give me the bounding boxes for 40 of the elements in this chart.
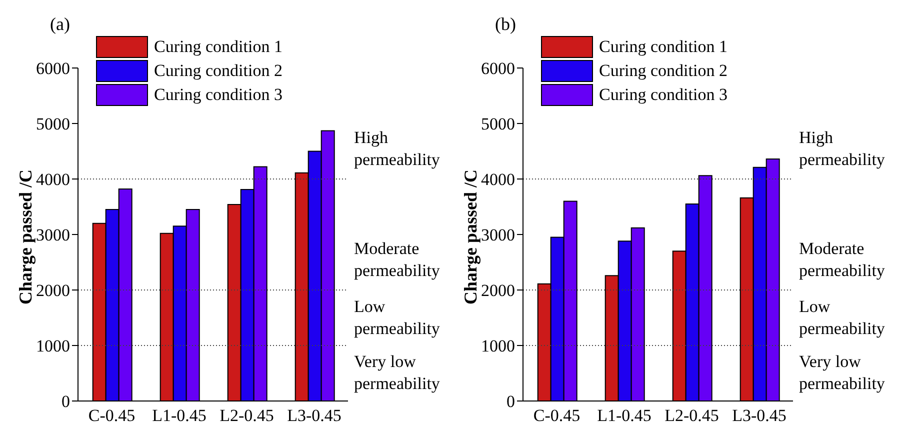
y-tick-label: 3000 xyxy=(36,226,70,245)
x-tick-label: L2-0.45 xyxy=(664,406,719,426)
x-tick-label: C-0.45 xyxy=(88,406,136,426)
text: Very low permeability xyxy=(799,351,885,396)
text: High permeability xyxy=(354,127,440,171)
y-tick-label: 4000 xyxy=(36,170,70,190)
legend-label: Curing condition 1 xyxy=(154,37,282,57)
y-tick-label: 2000 xyxy=(481,281,515,300)
y-tick-label: 3000 xyxy=(481,226,515,245)
y-tick-label: 6000 xyxy=(481,59,515,78)
y-axis-title: Charge passed /C xyxy=(15,169,36,304)
legend-label: Curing condition 2 xyxy=(599,61,728,81)
legend-label: Curing condition 2 xyxy=(154,61,282,81)
x-tick-label: L3-0.45 xyxy=(732,406,786,426)
y-tick-label: 1000 xyxy=(36,336,70,356)
x-tick-label: L1-0.45 xyxy=(597,406,652,426)
x-tick-label: C-0.45 xyxy=(533,406,580,426)
x-tick-label: L3-0.45 xyxy=(287,406,342,426)
y-tick-label: 0 xyxy=(62,392,70,412)
x-tick-label: L1-0.45 xyxy=(152,406,206,426)
y-tick-label: 5000 xyxy=(36,114,70,134)
text: Moderate permeability xyxy=(799,238,885,282)
y-tick-label: 2000 xyxy=(36,281,70,300)
legend-label: Curing condition 1 xyxy=(599,37,728,57)
chart-title: (a) xyxy=(50,14,70,35)
legend-label: Curing condition 3 xyxy=(154,85,282,105)
y-tick-label: 0 xyxy=(506,392,515,412)
y-tick-label: 6000 xyxy=(36,59,70,78)
chart-title: (b) xyxy=(495,14,516,35)
text: Low permeability xyxy=(354,296,440,340)
y-axis-title: Charge passed /C xyxy=(460,169,480,304)
text: Low permeability xyxy=(799,296,885,340)
text: Moderate permeability xyxy=(354,238,440,282)
legend-label: Curing condition 3 xyxy=(599,85,728,105)
y-tick-label: 1000 xyxy=(481,336,515,356)
text: Very low permeability xyxy=(354,351,440,396)
y-tick-label: 5000 xyxy=(481,114,515,134)
text: High permeability xyxy=(799,127,885,171)
x-tick-label: L2-0.45 xyxy=(220,406,274,426)
y-tick-label: 4000 xyxy=(481,170,515,190)
